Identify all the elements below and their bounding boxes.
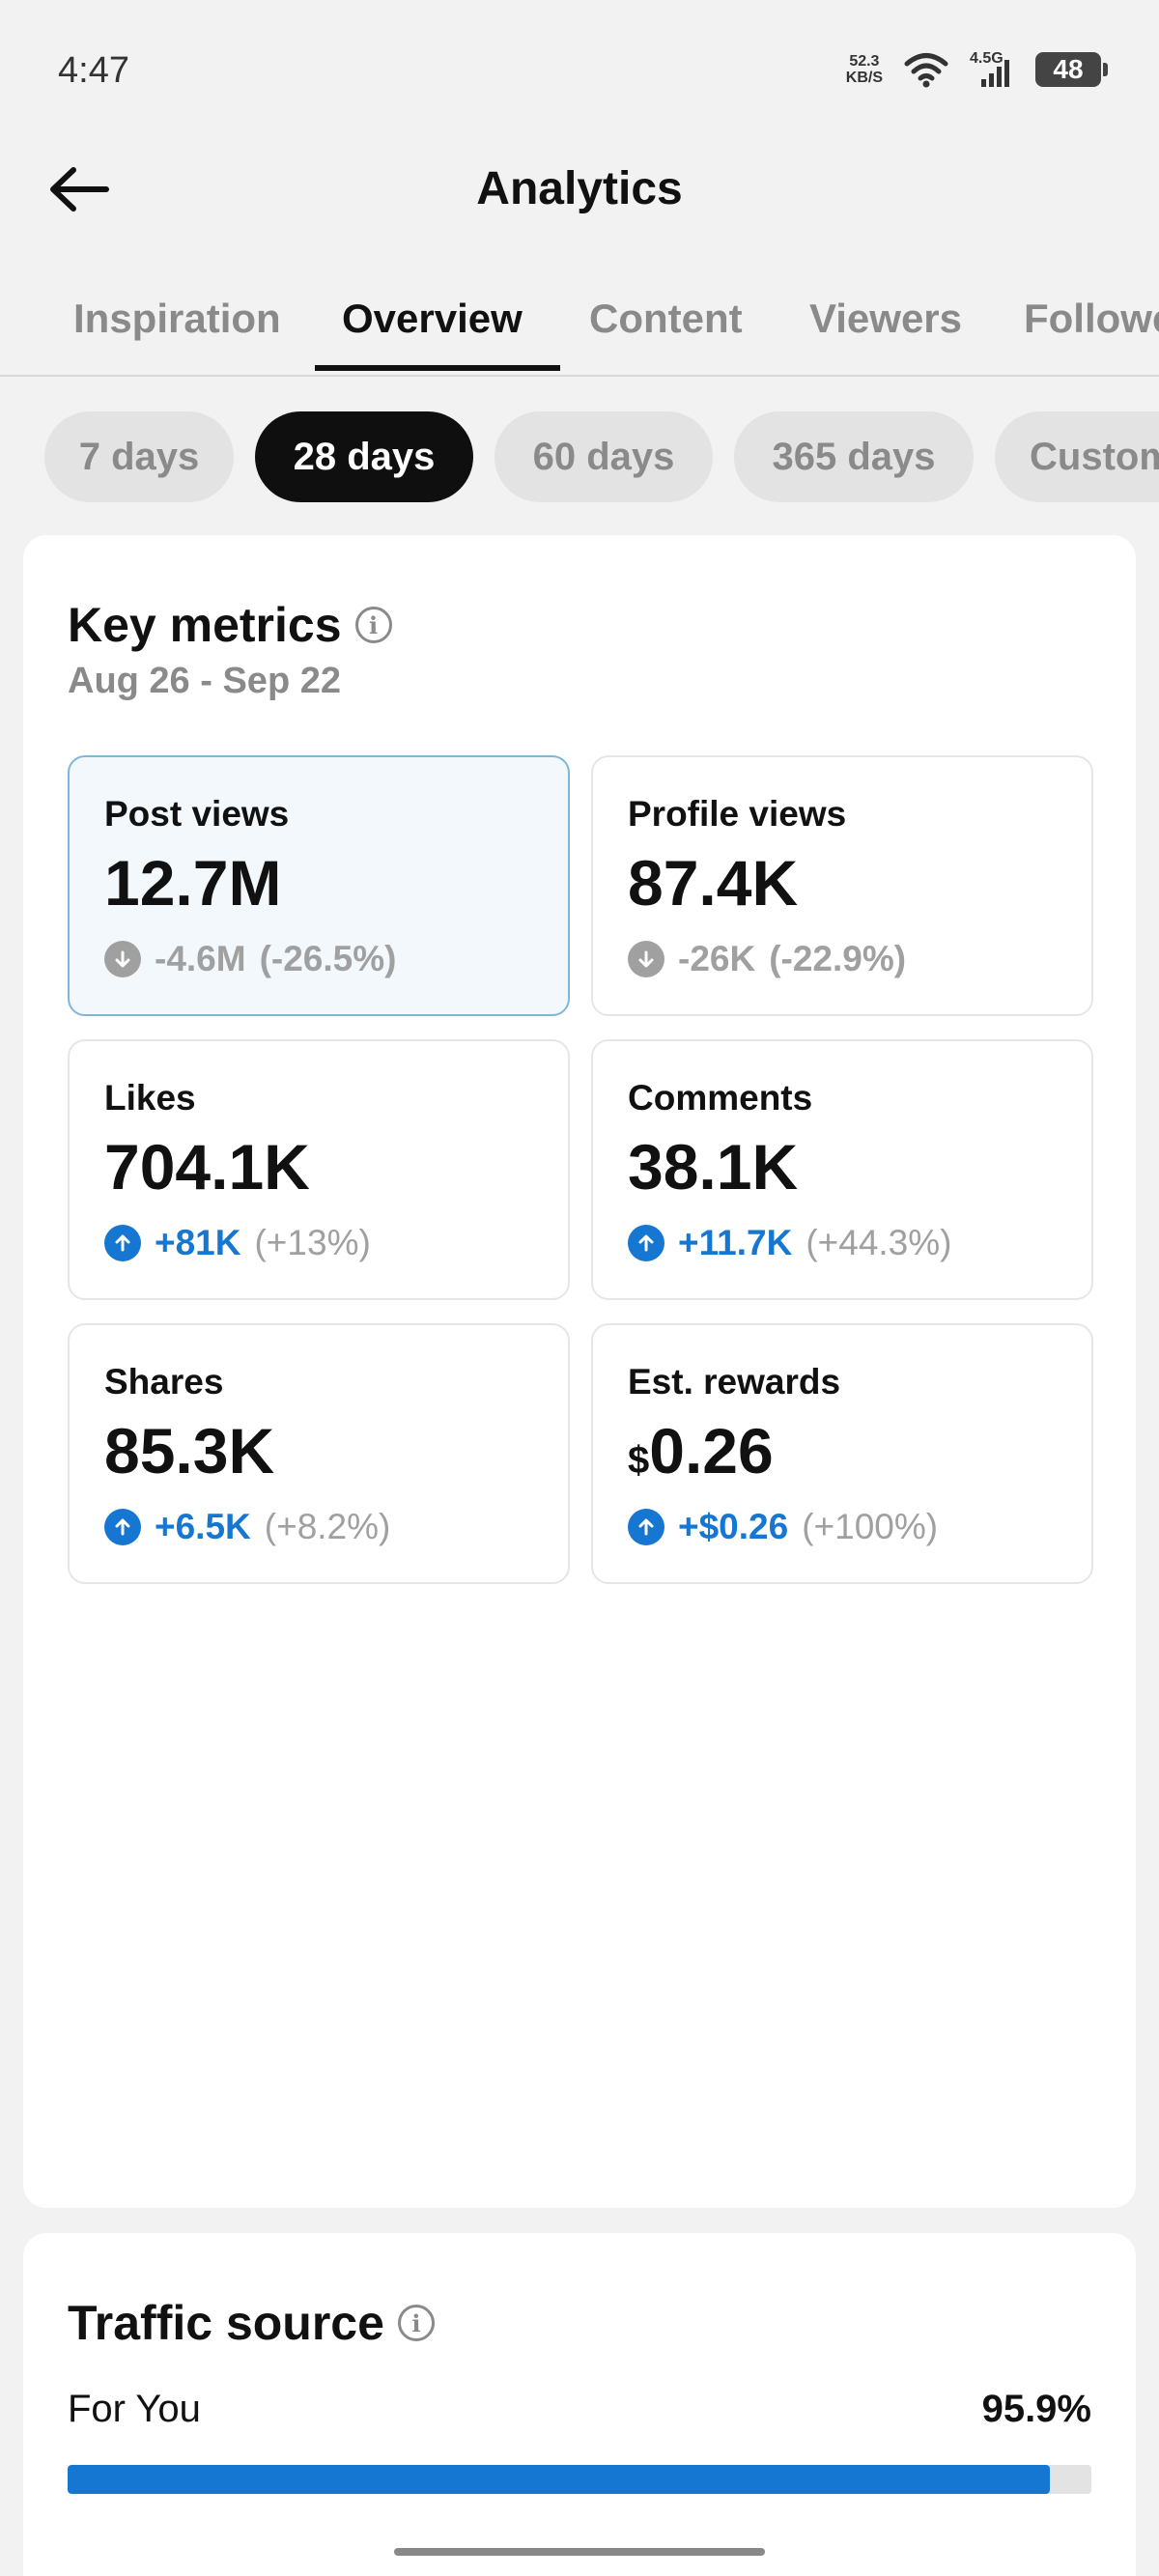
metric-chart: 718.4K478.9K239.5KAug 26Sep 22 <box>23 962 1136 2206</box>
metric-comments[interactable]: Comments 38.1K +11.7K (+44.3%) <box>591 1039 1093 1300</box>
metric-change: +81K (+13%) <box>104 1223 371 1263</box>
metric-change-absolute: +81K <box>155 1223 241 1262</box>
metric-change: +11.7K (+44.3%) <box>628 1223 951 1263</box>
metric-label: Comments <box>628 1078 813 1118</box>
metric-change-absolute: -26K <box>678 939 756 978</box>
metric-change-absolute: -4.6M <box>155 939 246 978</box>
net-speed-unit: KB/S <box>845 70 883 86</box>
traffic-source-title: Traffic source <box>68 2296 384 2350</box>
tab-bar: Inspiration Overview Content Viewers Fol… <box>0 280 1159 377</box>
metric-profile-views[interactable]: Profile views 87.4K -26K (-22.9%) <box>591 755 1093 1016</box>
traffic-source-heading: Traffic source i <box>68 2295 435 2351</box>
metric-est-rewards[interactable]: Est. rewards $0.26 +$0.26 (+100%) <box>591 1323 1093 1584</box>
metric-change: -26K (-22.9%) <box>628 939 906 979</box>
arrow-up-circle-icon <box>104 1225 141 1261</box>
arrow-up-circle-icon <box>628 1509 664 1545</box>
metric-value: 85.3K <box>104 1414 274 1487</box>
metric-number: 12.7M <box>104 847 282 919</box>
metric-label: Likes <box>104 1078 196 1118</box>
metric-label: Profile views <box>628 794 847 834</box>
traffic-source-label: For You <box>68 2388 201 2430</box>
metric-change-percent: (+44.3%) <box>806 1223 952 1262</box>
traffic-row-for-you: For You 95.9% <box>68 2388 1091 2431</box>
filter-28-days[interactable]: 28 days <box>255 411 473 502</box>
metric-number: 38.1K <box>628 1131 799 1203</box>
tab-inspiration[interactable]: Inspiration <box>73 296 281 341</box>
metric-value: 38.1K <box>628 1130 798 1203</box>
metric-change: +$0.26 (+100%) <box>628 1507 938 1547</box>
arrow-up-circle-icon <box>628 1225 664 1261</box>
key-metrics-heading: Key metrics i <box>68 597 392 653</box>
metric-value: $0.26 <box>628 1414 774 1487</box>
metric-change-absolute: +11.7K <box>678 1223 793 1262</box>
metric-change-percent: (+13%) <box>254 1223 371 1262</box>
date-filter-bar: 7 days 28 days 60 days 365 days Custom <box>0 411 1159 504</box>
info-icon[interactable]: i <box>354 607 392 643</box>
metric-shares[interactable]: Shares 85.3K +6.5K (+8.2%) <box>68 1323 570 1584</box>
metric-change-percent: (-26.5%) <box>259 939 397 978</box>
net-speed: 52.3 KB/S <box>846 53 883 86</box>
metric-likes[interactable]: Likes 704.1K +81K (+13%) <box>68 1039 570 1300</box>
metric-change-percent: (+100%) <box>802 1507 939 1546</box>
tab-content[interactable]: Content <box>589 296 743 341</box>
arrow-down-circle-icon <box>628 941 664 977</box>
back-button[interactable] <box>46 160 114 218</box>
key-metrics-card: Key metrics i Aug 26 - Sep 22 Post views… <box>23 535 1136 2208</box>
line-chart: 718.4K478.9K239.5KAug 26Sep 22 <box>84 962 1076 1277</box>
metric-number: 87.4K <box>628 847 799 919</box>
metric-value: 87.4K <box>628 846 798 920</box>
traffic-progress-fill <box>68 2465 1050 2494</box>
metric-change-percent: (-22.9%) <box>769 939 907 978</box>
metric-number: 85.3K <box>104 1415 275 1486</box>
battery-indicator: 48 <box>1035 52 1108 87</box>
metric-change-absolute: +$0.26 <box>678 1507 789 1546</box>
metric-currency: $ <box>628 1439 650 1482</box>
filter-7-days[interactable]: 7 days <box>44 411 234 502</box>
metric-change-percent: (+8.2%) <box>264 1507 391 1546</box>
metric-change: -4.6M (-26.5%) <box>104 939 396 979</box>
network-type: 4.5G <box>970 50 1004 67</box>
traffic-progress-bar <box>68 2465 1091 2494</box>
traffic-source-card: Traffic source i For You 95.9% <box>23 2233 1136 2576</box>
filter-365-days[interactable]: 365 days <box>734 411 974 502</box>
metric-label: Est. rewards <box>628 1362 841 1401</box>
filter-custom[interactable]: Custom <box>995 411 1159 502</box>
traffic-source-percent: 95.9% <box>981 2388 1091 2430</box>
tab-viewers[interactable]: Viewers <box>809 296 963 341</box>
metric-label: Post views <box>104 794 290 834</box>
arrow-up-circle-icon <box>104 1509 141 1545</box>
metric-value: 12.7M <box>104 846 281 920</box>
status-time: 4:47 <box>58 50 129 91</box>
arrow-left-icon <box>50 167 109 212</box>
status-icons: 52.3 KB/S 4.5G 48 <box>846 50 1108 89</box>
filter-60-days[interactable]: 60 days <box>495 411 713 502</box>
metric-post-views[interactable]: Post views 12.7M -4.6M (-26.5%) <box>68 755 570 1016</box>
metric-value: 704.1K <box>104 1130 310 1203</box>
info-icon[interactable]: i <box>397 2305 435 2341</box>
gesture-navigation-bar[interactable] <box>394 2548 765 2556</box>
net-speed-value: 52.3 <box>849 53 880 70</box>
metric-label: Shares <box>104 1362 224 1401</box>
page-title: Analytics <box>476 163 683 214</box>
metric-number: 704.1K <box>104 1131 310 1203</box>
cell-signal: 4.5G <box>970 50 1014 89</box>
metric-change-absolute: +6.5K <box>155 1507 251 1546</box>
arrow-down-circle-icon <box>104 941 141 977</box>
wifi-icon <box>904 53 948 88</box>
active-tab-indicator <box>315 365 560 371</box>
tab-overview[interactable]: Overview <box>342 296 523 341</box>
app-header: Analytics <box>0 145 1159 241</box>
metric-number: 0.26 <box>649 1415 774 1486</box>
status-bar: 4:47 52.3 KB/S 4.5G 48 <box>0 0 1159 145</box>
key-metrics-title: Key metrics <box>68 598 342 652</box>
tab-followers[interactable]: Followers <box>1024 296 1159 341</box>
metric-change: +6.5K (+8.2%) <box>104 1507 390 1547</box>
signal-icon <box>981 60 1009 87</box>
date-range: Aug 26 - Sep 22 <box>68 661 341 701</box>
